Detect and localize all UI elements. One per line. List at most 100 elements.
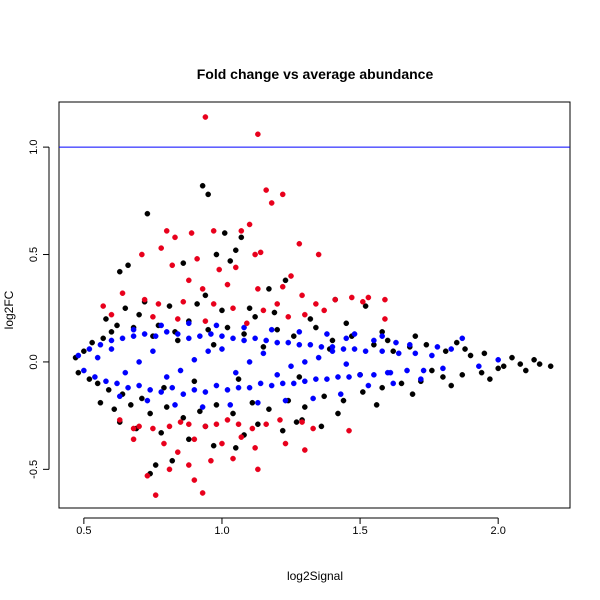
data-point-1-57 <box>404 367 410 374</box>
data-point-1-44 <box>318 344 325 350</box>
data-point-0-81 <box>89 339 95 346</box>
data-point-0-4 <box>238 234 245 241</box>
data-point-1-77 <box>163 374 170 380</box>
data-point-1-99 <box>268 326 275 333</box>
data-point-0-44 <box>111 406 118 412</box>
data-point-0-74 <box>318 423 325 430</box>
chart-title: Fold change vs average abundance <box>197 66 434 82</box>
data-point-1-36 <box>274 339 281 346</box>
data-point-1-71 <box>343 361 350 367</box>
data-point-0-1 <box>144 210 151 217</box>
data-point-1-2 <box>86 346 93 352</box>
data-point-0-108 <box>246 305 253 312</box>
data-point-2-12 <box>158 245 164 251</box>
data-point-2-11 <box>139 251 145 258</box>
data-point-1-4 <box>97 341 104 348</box>
data-point-1-109 <box>351 331 358 337</box>
series-0 <box>72 182 554 477</box>
data-point-1-18 <box>174 331 181 337</box>
series-1 <box>75 320 501 410</box>
data-point-1-56 <box>395 350 402 357</box>
data-point-0-90 <box>161 384 167 391</box>
data-point-1-65 <box>177 367 184 374</box>
data-point-1-37 <box>279 380 286 387</box>
data-point-0-47 <box>163 404 170 410</box>
data-point-1-80 <box>329 348 336 354</box>
data-point-1-39 <box>290 380 297 387</box>
data-point-0-16 <box>103 316 109 322</box>
data-point-1-68 <box>94 354 101 361</box>
data-point-1-50 <box>351 346 358 352</box>
data-point-2-36 <box>210 301 217 307</box>
data-point-0-125 <box>523 367 529 374</box>
data-point-2-54 <box>249 425 256 432</box>
data-point-0-3 <box>221 230 228 236</box>
data-point-0-122 <box>409 391 416 397</box>
data-point-1-97 <box>116 393 123 400</box>
x-axis-label: log2Signal <box>287 569 343 583</box>
x-tick-label-0: 0.5 <box>76 525 91 537</box>
data-point-2-16 <box>232 264 239 271</box>
data-point-0-52 <box>249 399 256 406</box>
data-point-1-87 <box>476 363 482 370</box>
data-point-1-63 <box>232 369 239 376</box>
data-point-1-6 <box>108 337 115 344</box>
data-point-2-20 <box>315 251 322 258</box>
data-point-0-24 <box>241 331 247 337</box>
data-point-1-24 <box>208 331 214 337</box>
data-point-1-52 <box>362 348 369 354</box>
data-point-1-81 <box>384 369 391 376</box>
data-point-0-32 <box>384 337 391 344</box>
data-point-1-10 <box>130 333 137 339</box>
data-point-0-73 <box>293 419 300 425</box>
data-point-1-74 <box>246 359 253 365</box>
data-point-2-35 <box>180 298 187 305</box>
data-point-2-21 <box>186 277 192 284</box>
data-point-2-53 <box>235 421 242 428</box>
data-point-0-107 <box>219 307 225 314</box>
data-point-1-28 <box>230 335 236 342</box>
data-point-0-12 <box>266 286 272 292</box>
data-point-1-19 <box>180 391 187 397</box>
data-point-1-102 <box>213 322 220 329</box>
data-point-1-29 <box>235 384 242 391</box>
data-point-0-83 <box>100 335 106 342</box>
data-point-1-23 <box>202 389 209 395</box>
data-point-1-85 <box>448 346 455 352</box>
data-point-1-49 <box>346 374 352 380</box>
data-point-1-83 <box>371 337 377 344</box>
y-tick-label-2: 0.5 <box>28 247 40 262</box>
data-point-0-43 <box>97 399 104 406</box>
data-point-1-88 <box>365 382 372 389</box>
data-point-1-101 <box>324 331 330 337</box>
data-point-1-103 <box>186 320 192 327</box>
data-point-0-28 <box>313 324 319 331</box>
data-point-1-75 <box>302 359 308 365</box>
data-point-0-49 <box>197 408 203 415</box>
data-point-2-2 <box>263 187 269 193</box>
data-point-2-25 <box>279 283 286 290</box>
data-point-1-11 <box>136 382 142 389</box>
data-point-1-25 <box>213 382 220 389</box>
y-tick-label-1: 0.0 <box>28 354 40 369</box>
data-point-2-56 <box>277 417 283 423</box>
data-point-2-28 <box>313 301 319 307</box>
data-point-1-76 <box>108 346 115 352</box>
data-point-0-67 <box>152 462 159 468</box>
data-point-2-19 <box>296 240 303 247</box>
data-point-1-48 <box>340 346 347 352</box>
data-point-0-27 <box>290 333 297 339</box>
data-point-0-64 <box>478 369 485 376</box>
x-tick-label-1: 1.0 <box>214 525 229 537</box>
data-point-1-38 <box>285 339 292 346</box>
data-point-0-0 <box>199 182 206 189</box>
data-point-1-93 <box>227 402 234 408</box>
data-point-1-64 <box>260 350 267 357</box>
data-point-0-106 <box>194 301 200 307</box>
data-point-0-57 <box>340 397 347 404</box>
data-point-2-86 <box>365 294 372 301</box>
data-point-0-72 <box>279 427 286 434</box>
data-point-1-107 <box>418 376 424 382</box>
data-point-1-17 <box>169 384 176 391</box>
